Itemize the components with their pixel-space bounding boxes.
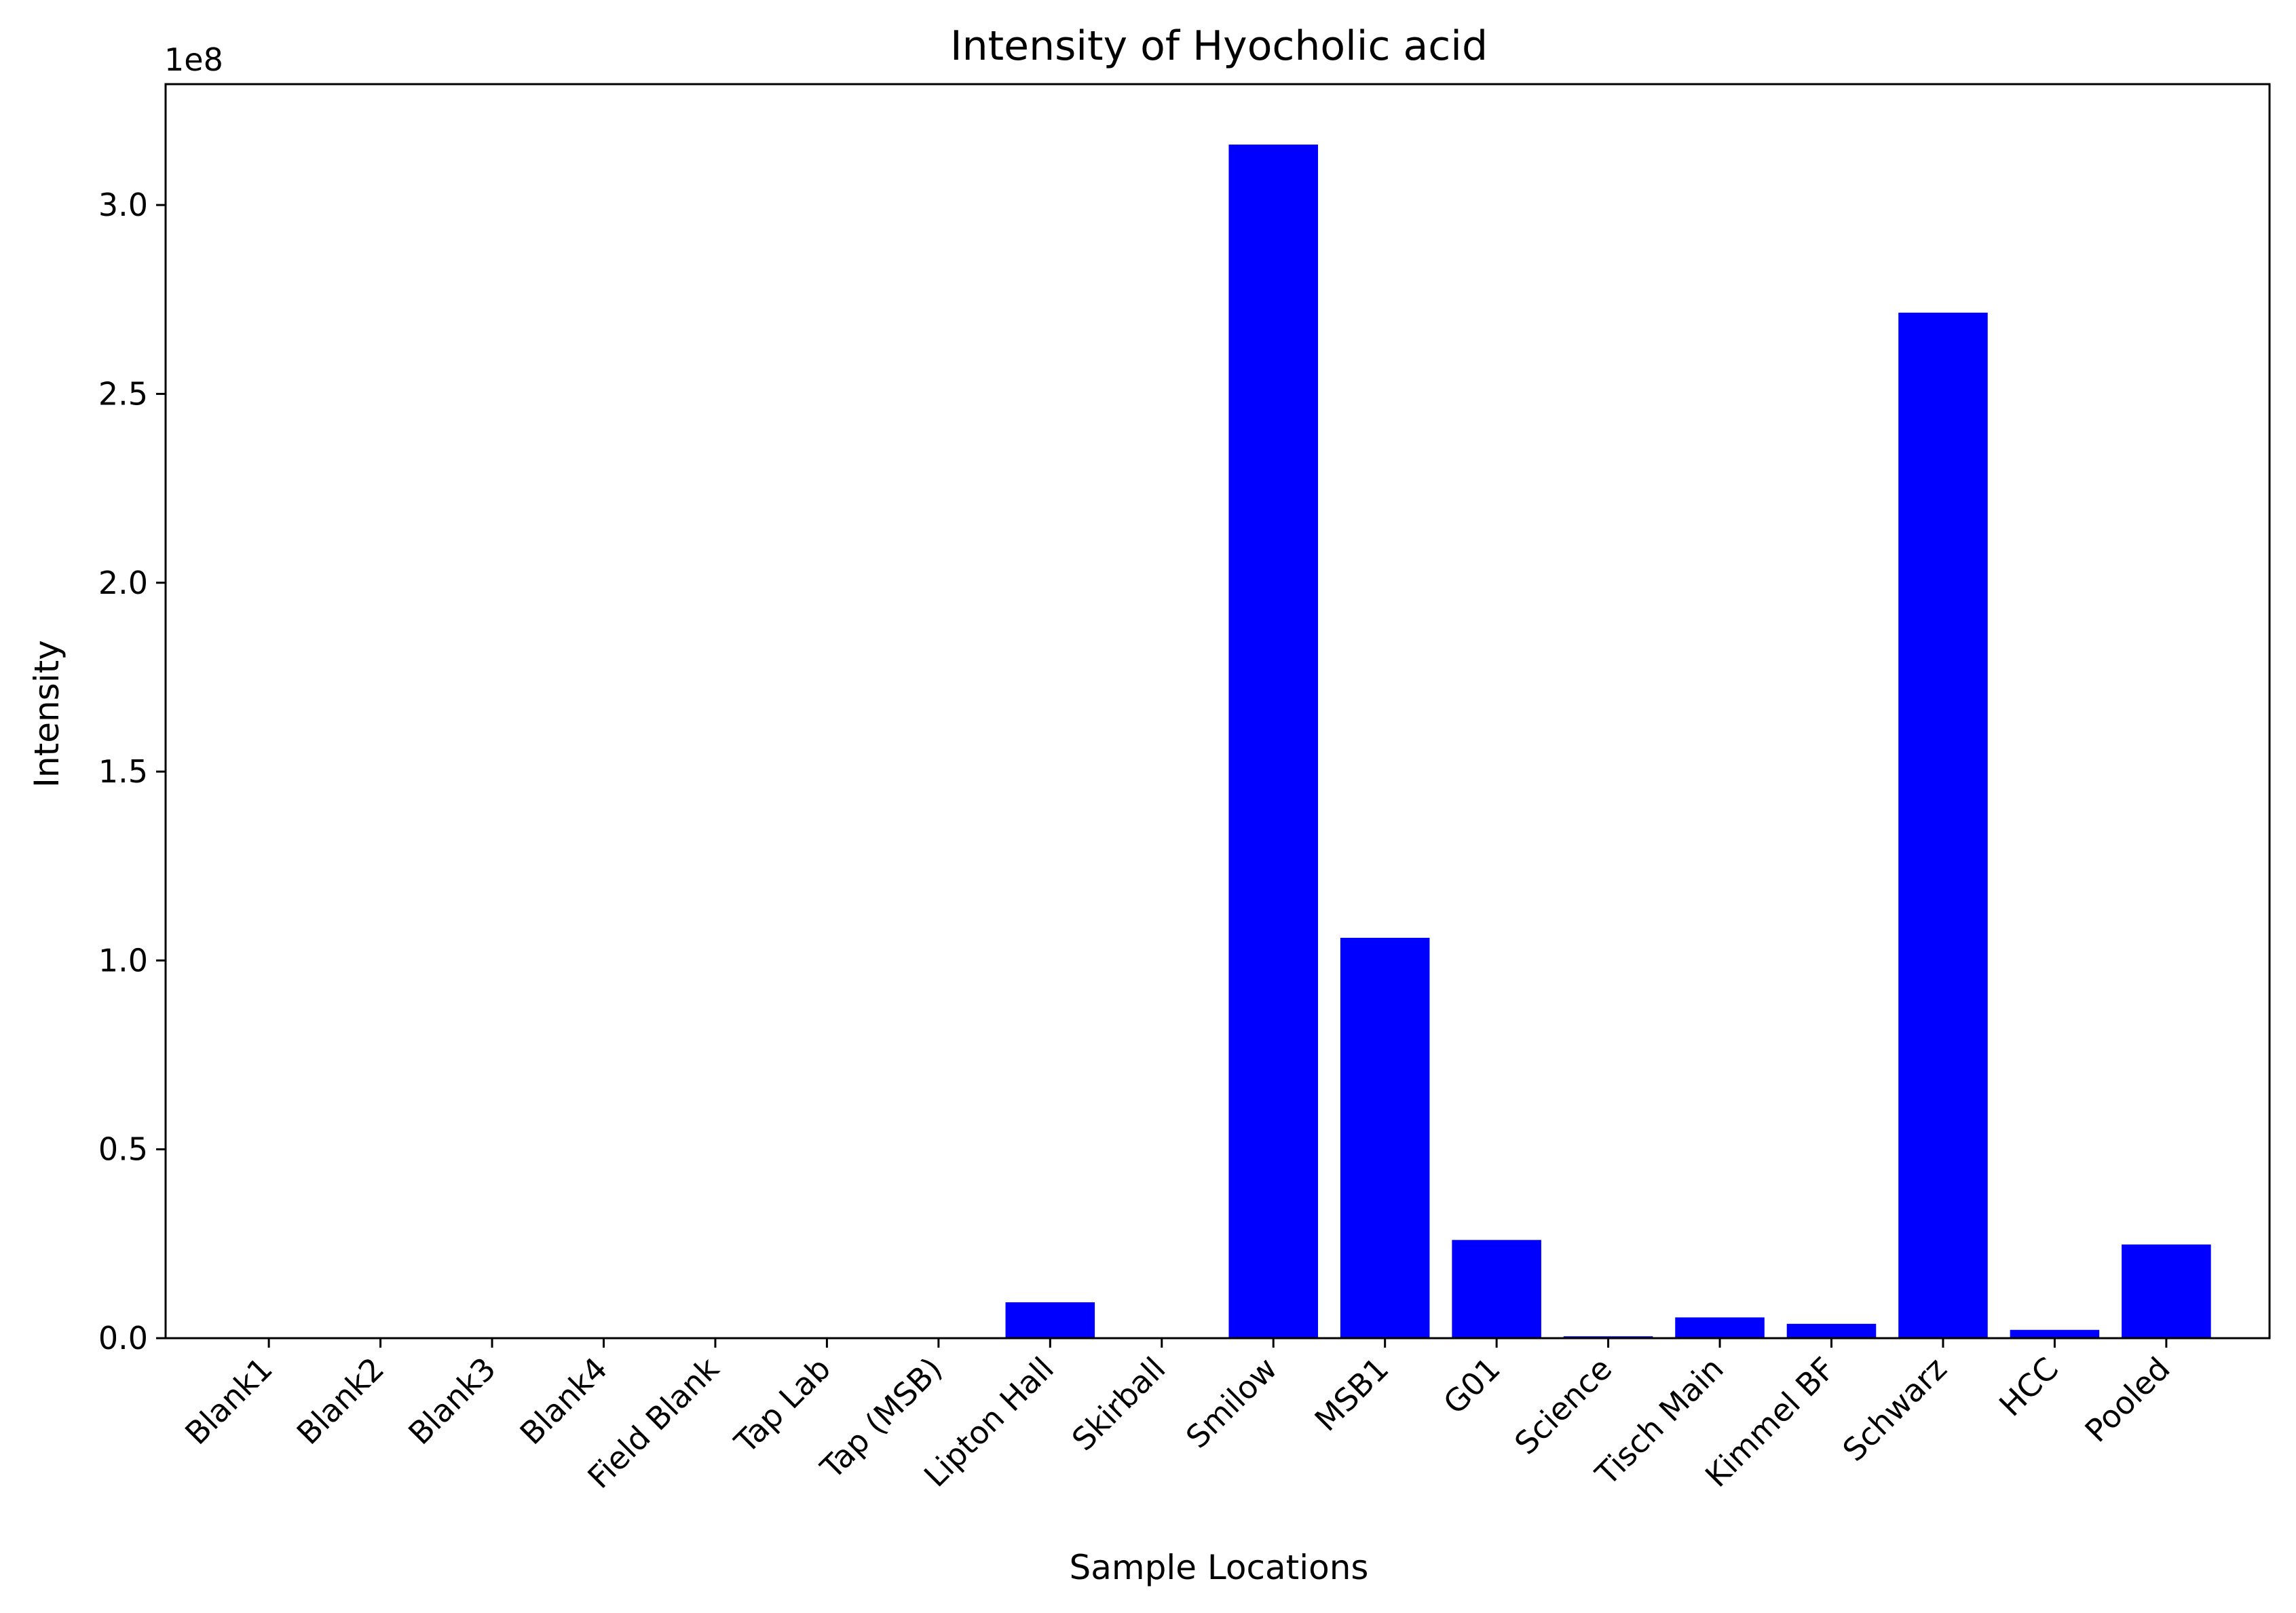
bar-hcc xyxy=(2010,1329,2100,1338)
bar-kimmel-bf xyxy=(1786,1323,1877,1338)
bars-group xyxy=(1005,145,2211,1338)
y-tick-label: 3.0 xyxy=(98,187,148,223)
y-axis-label: Intensity xyxy=(27,640,67,788)
bar-msb1 xyxy=(1340,937,1430,1338)
plot-area-frame xyxy=(164,83,2271,1340)
y-axis-ticks: 0.0 0.5 1.0 1.5 2.0 2.5 3.0 xyxy=(98,187,166,1356)
bar-tisch-main xyxy=(1675,1317,1765,1338)
bar-g01 xyxy=(1452,1240,1541,1338)
bar-schwarz xyxy=(1898,312,1988,1338)
y-tick-label: 0.0 xyxy=(98,1320,148,1356)
y-tick-label: 0.5 xyxy=(98,1131,148,1168)
x-tick-label: Pooled xyxy=(2078,1350,2177,1449)
x-tick-label: HCC xyxy=(1992,1350,2065,1424)
chart-title: Intensity of Hyocholic acid xyxy=(950,22,1488,70)
x-tick-label: Blank1 xyxy=(178,1350,280,1452)
x-tick-label: Blank2 xyxy=(290,1350,392,1452)
bar-lipton-hall xyxy=(1005,1302,1095,1338)
x-tick-label: Tap Lab xyxy=(727,1350,838,1461)
x-tick-label: Smilow xyxy=(1179,1350,1284,1456)
y-tick-label: 1.5 xyxy=(98,753,148,790)
x-tick-label: Schwarz xyxy=(1835,1350,1953,1468)
x-tick-label: G01 xyxy=(1436,1350,1507,1422)
x-tick-label: Blank3 xyxy=(401,1350,503,1452)
x-tick-label: MSB1 xyxy=(1308,1350,1396,1439)
y-tick-label: 2.5 xyxy=(98,375,148,412)
x-tick-label: Skirball xyxy=(1065,1350,1173,1458)
y-axis-offset-label: 1e8 xyxy=(164,41,223,78)
x-tick-label: Blank4 xyxy=(513,1350,615,1452)
bar-pooled xyxy=(2122,1244,2211,1338)
bar-smilow xyxy=(1228,145,1319,1338)
x-tick-label: Science xyxy=(1507,1350,1619,1462)
y-tick-label: 1.0 xyxy=(98,942,148,979)
y-tick-label: 2.0 xyxy=(98,565,148,601)
x-axis-label: Sample Locations xyxy=(1070,1548,1369,1587)
